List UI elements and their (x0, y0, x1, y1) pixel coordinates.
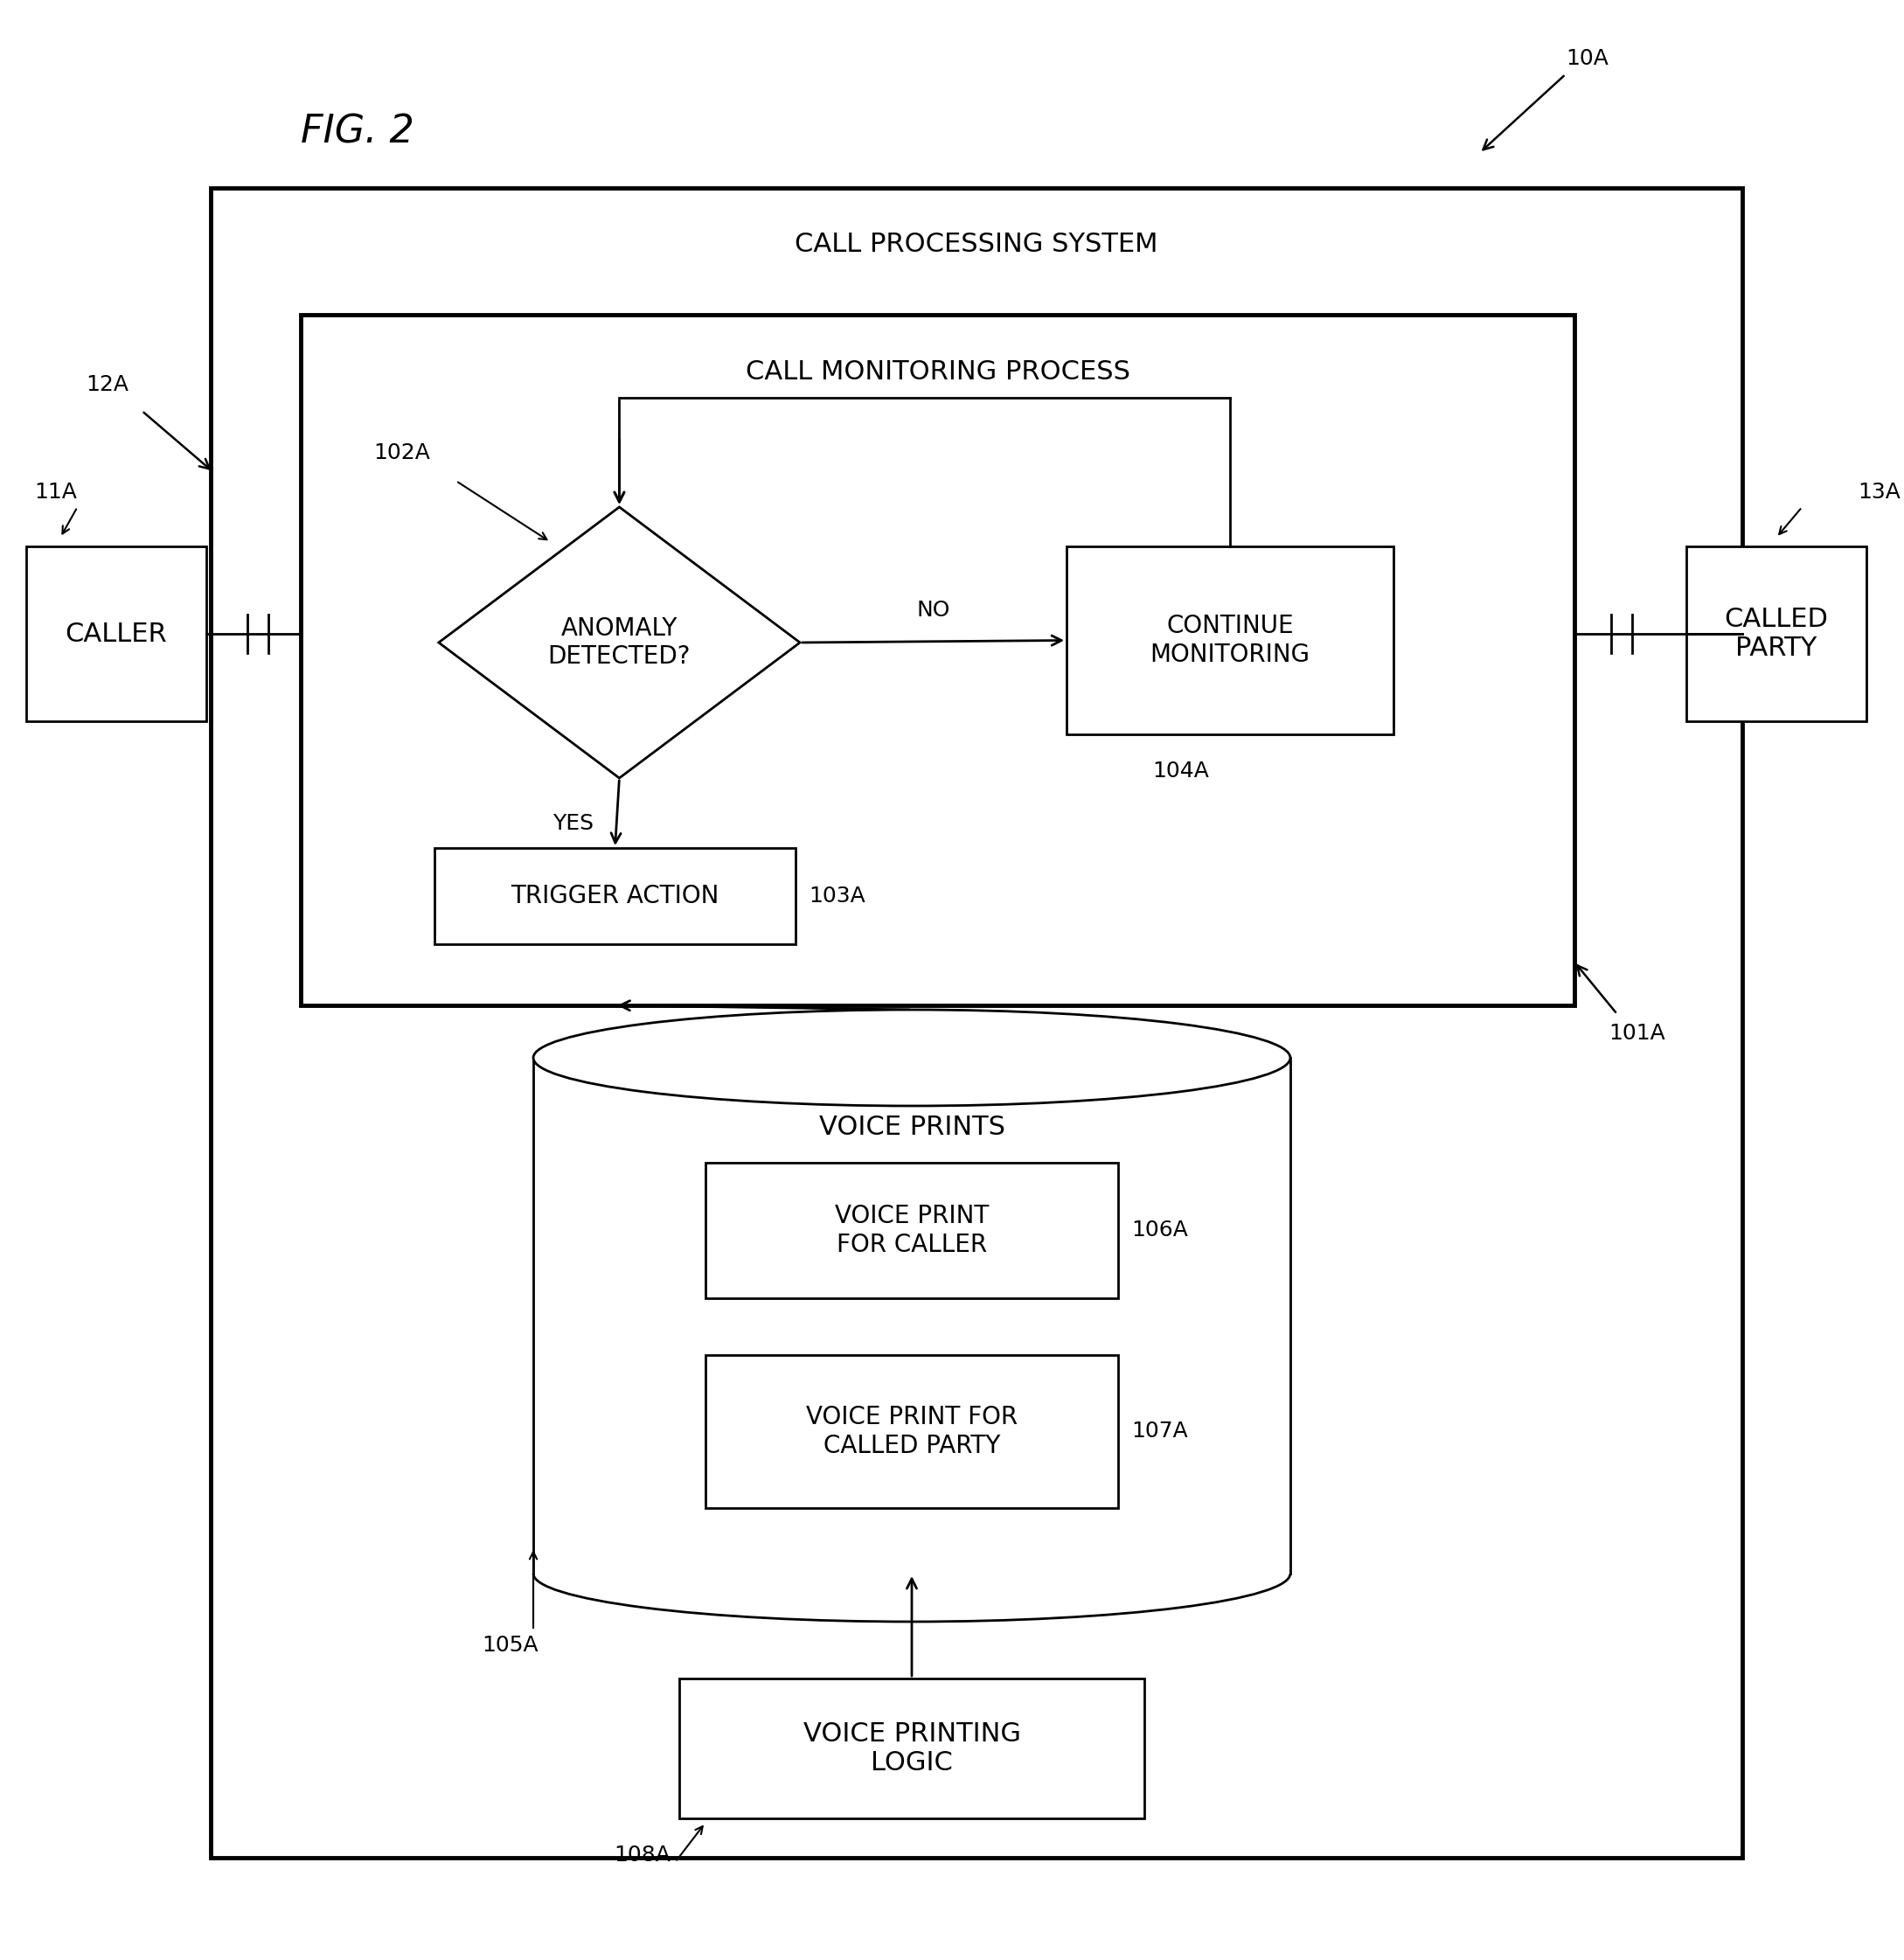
Text: VOICE PRINTS: VOICE PRINTS (819, 1115, 1005, 1141)
Text: YES: YES (552, 813, 594, 835)
Bar (434, 849, 796, 945)
Text: 10A: 10A (1565, 49, 1609, 69)
Text: 102A: 102A (373, 443, 430, 463)
Text: CALLER: CALLER (65, 621, 168, 647)
Ellipse shape (533, 1009, 1291, 1105)
Text: 108A: 108A (615, 1844, 670, 1866)
Bar (533, 1058, 1291, 1574)
Text: FIG. 2: FIG. 2 (301, 114, 415, 151)
Bar (27, 547, 206, 721)
Text: 12A: 12A (86, 374, 129, 396)
Text: VOICE PRINTING
LOGIC: VOICE PRINTING LOGIC (803, 1721, 1021, 1776)
Text: CALL MONITORING PROCESS: CALL MONITORING PROCESS (744, 359, 1129, 384)
Bar (680, 1678, 1144, 1819)
Bar (301, 316, 1575, 1005)
Text: 104A: 104A (1152, 760, 1209, 782)
Text: 105A: 105A (482, 1635, 539, 1656)
Polygon shape (438, 508, 800, 778)
Text: VOICE PRINT FOR
CALLED PARTY: VOICE PRINT FOR CALLED PARTY (805, 1405, 1017, 1458)
Text: CALL PROCESSING SYSTEM: CALL PROCESSING SYSTEM (794, 231, 1158, 257)
Text: 106A: 106A (1131, 1219, 1188, 1241)
Bar (1685, 547, 1866, 721)
Text: 13A: 13A (1858, 482, 1900, 502)
Bar (211, 188, 1742, 1858)
Bar (704, 1162, 1118, 1298)
Text: CALLED
PARTY: CALLED PARTY (1725, 606, 1828, 661)
Text: CONTINUE
MONITORING: CONTINUE MONITORING (1150, 613, 1310, 666)
Text: 107A: 107A (1131, 1421, 1188, 1443)
Text: TRIGGER ACTION: TRIGGER ACTION (510, 884, 720, 907)
Text: ANOMALY
DETECTED?: ANOMALY DETECTED? (548, 615, 691, 668)
Text: 103A: 103A (809, 886, 864, 907)
Text: VOICE PRINT
FOR CALLER: VOICE PRINT FOR CALLER (834, 1203, 988, 1256)
Bar (1066, 547, 1394, 735)
Text: 11A: 11A (34, 482, 78, 502)
Bar (704, 1354, 1118, 1507)
Text: NO: NO (916, 600, 950, 621)
Text: 101A: 101A (1609, 1023, 1666, 1045)
